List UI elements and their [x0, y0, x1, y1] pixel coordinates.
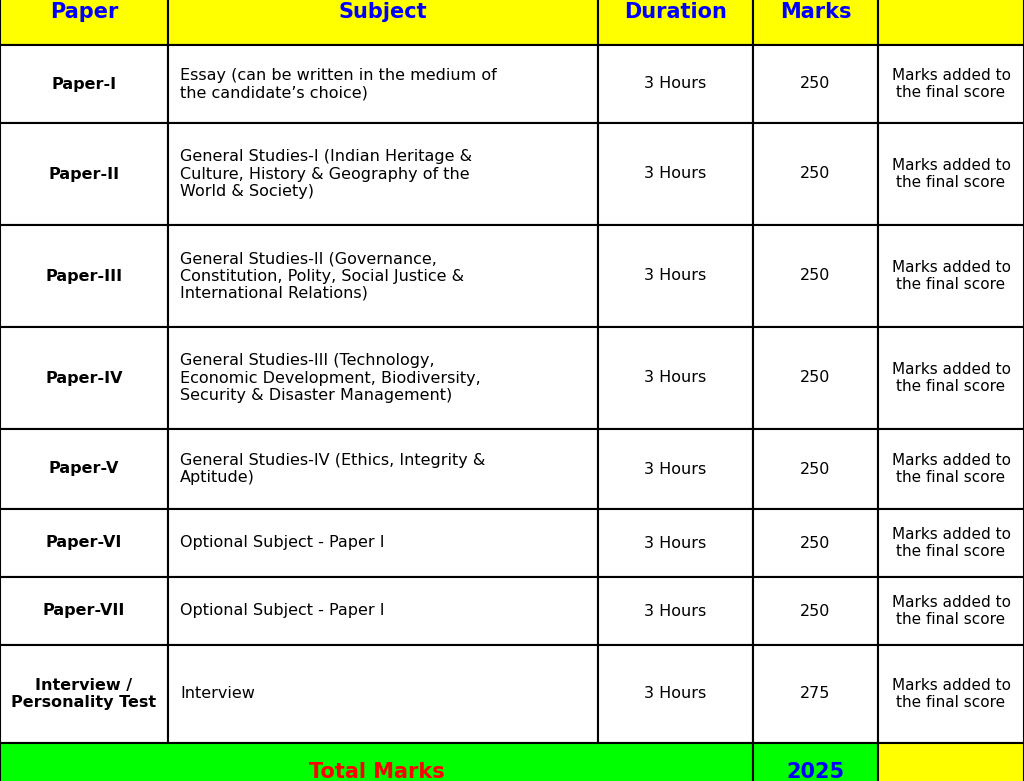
Bar [0, 743, 753, 781]
Text: 2025: 2025 [786, 762, 845, 781]
Bar [878, 577, 1024, 645]
Bar [878, 509, 1024, 577]
Bar [878, 645, 1024, 743]
Text: 3 Hours: 3 Hours [644, 536, 707, 551]
Text: 250: 250 [801, 166, 830, 181]
Bar [753, 645, 878, 743]
Bar [878, 123, 1024, 225]
Text: Paper-IV: Paper-IV [45, 370, 123, 386]
Bar [598, 645, 753, 743]
Bar [0, 225, 168, 327]
Bar [753, 743, 878, 781]
Bar [168, 45, 598, 123]
Bar [753, 327, 878, 429]
Bar [168, 123, 598, 225]
Bar [878, 743, 1024, 781]
Bar [168, 0, 598, 45]
Text: Paper-III: Paper-III [45, 269, 123, 284]
Text: Marks added to
the final score: Marks added to the final score [892, 158, 1011, 191]
Bar [168, 577, 598, 645]
Text: 250: 250 [801, 604, 830, 619]
Text: Interview: Interview [180, 686, 255, 701]
Bar [0, 429, 168, 509]
Bar [753, 45, 878, 123]
Bar [598, 123, 753, 225]
Bar [0, 509, 168, 577]
Bar [168, 225, 598, 327]
Bar [168, 327, 598, 429]
Bar [598, 429, 753, 509]
Bar [753, 577, 878, 645]
Bar [0, 45, 168, 123]
Text: Paper-II: Paper-II [48, 166, 120, 181]
Text: 3 Hours: 3 Hours [644, 166, 707, 181]
Bar [168, 429, 598, 509]
Bar [753, 429, 878, 509]
Text: 3 Hours: 3 Hours [644, 604, 707, 619]
Text: Interview /
Personality Test: Interview / Personality Test [11, 678, 157, 710]
Text: Paper-V: Paper-V [49, 462, 119, 476]
Bar [753, 225, 878, 327]
Text: 250: 250 [801, 370, 830, 386]
Bar [753, 0, 878, 45]
Bar [753, 509, 878, 577]
Text: Marks added to
the final score: Marks added to the final score [892, 362, 1011, 394]
Bar [0, 0, 168, 45]
Text: Paper-VII: Paper-VII [43, 604, 125, 619]
Text: General Studies-II (Governance,
Constitution, Polity, Social Justice &
Internati: General Studies-II (Governance, Constitu… [180, 251, 464, 301]
Text: 250: 250 [801, 536, 830, 551]
Text: Paper-I: Paper-I [51, 77, 117, 91]
Text: Paper: Paper [50, 2, 118, 23]
Bar [0, 645, 168, 743]
Text: 3 Hours: 3 Hours [644, 269, 707, 284]
Text: 250: 250 [801, 462, 830, 476]
Bar [878, 45, 1024, 123]
Bar [0, 327, 168, 429]
Text: General Studies-III (Technology,
Economic Development, Biodiversity,
Security & : General Studies-III (Technology, Economi… [180, 353, 480, 403]
Bar [878, 225, 1024, 327]
Bar [598, 577, 753, 645]
Text: Marks added to
the final score: Marks added to the final score [892, 453, 1011, 485]
Text: 3 Hours: 3 Hours [644, 77, 707, 91]
Text: Marks added to
the final score: Marks added to the final score [892, 595, 1011, 627]
Bar [878, 327, 1024, 429]
Text: General Studies-I (Indian Heritage &
Culture, History & Geography of the
World &: General Studies-I (Indian Heritage & Cul… [180, 149, 472, 199]
Bar [598, 225, 753, 327]
Bar [753, 123, 878, 225]
Text: 275: 275 [801, 686, 830, 701]
Bar [878, 429, 1024, 509]
Bar [598, 0, 753, 45]
Text: Total Marks: Total Marks [308, 762, 444, 781]
Text: Optional Subject - Paper I: Optional Subject - Paper I [180, 536, 384, 551]
Text: Essay (can be written in the medium of
the candidate’s choice): Essay (can be written in the medium of t… [180, 68, 497, 100]
Text: General Studies-IV (Ethics, Integrity &
Aptitude): General Studies-IV (Ethics, Integrity & … [180, 453, 485, 485]
Bar [168, 645, 598, 743]
Text: Subject: Subject [339, 2, 427, 23]
Bar [0, 577, 168, 645]
Bar [878, 0, 1024, 45]
Text: 250: 250 [801, 77, 830, 91]
Bar [598, 45, 753, 123]
Bar [168, 509, 598, 577]
Bar [598, 509, 753, 577]
Text: Duration: Duration [624, 2, 727, 23]
Text: 3 Hours: 3 Hours [644, 686, 707, 701]
Text: Marks added to
the final score: Marks added to the final score [892, 260, 1011, 292]
Text: 3 Hours: 3 Hours [644, 462, 707, 476]
Text: Paper-VI: Paper-VI [46, 536, 122, 551]
Text: Marks added to
the final score: Marks added to the final score [892, 678, 1011, 710]
Text: Marks added to
the final score: Marks added to the final score [892, 527, 1011, 559]
Bar [0, 123, 168, 225]
Text: 250: 250 [801, 269, 830, 284]
Text: Marks: Marks [779, 2, 851, 23]
Text: 3 Hours: 3 Hours [644, 370, 707, 386]
Text: Marks added to
the final score: Marks added to the final score [892, 68, 1011, 100]
Bar [598, 327, 753, 429]
Text: Optional Subject - Paper I: Optional Subject - Paper I [180, 604, 384, 619]
